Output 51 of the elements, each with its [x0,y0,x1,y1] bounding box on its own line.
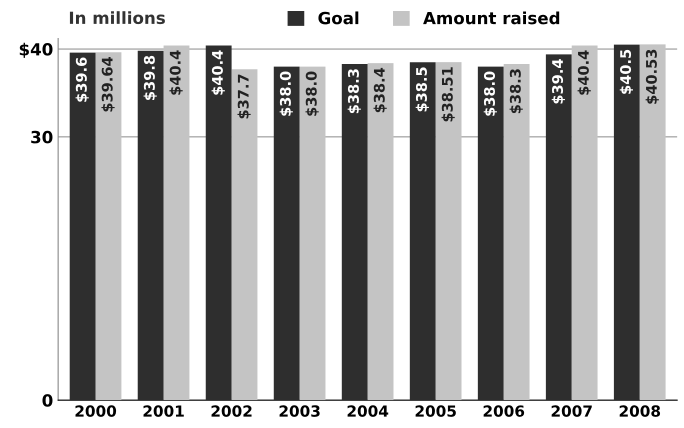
bar [164,46,190,400]
x-tick-label: 2004 [348,405,388,417]
x-tick-label: 2003 [280,405,320,417]
bar [96,52,122,400]
bar [70,52,96,400]
bar [614,44,640,400]
bar [342,64,368,400]
x-tick-label: 2005 [416,405,456,417]
y-tick-label: $40 [20,42,52,58]
data-label: $38.3 [348,69,361,114]
data-label: $40.4 [212,50,225,95]
bar [546,54,572,400]
data-label: $37.7 [237,74,251,118]
x-tick-label: 2007 [552,405,592,417]
bar [138,50,164,400]
data-label: $38.0 [484,71,497,116]
bar [478,66,504,400]
data-label: $40.53 [646,50,659,104]
x-tick-label: 2008 [620,405,660,417]
bar [572,46,598,400]
data-label: $39.8 [144,56,157,100]
x-tick-label: 2000 [76,405,116,417]
bar [232,69,258,400]
y-axis-title: In millions [70,11,165,24]
data-label: $38.3 [510,69,523,114]
bar [300,66,326,400]
bar [410,62,436,400]
data-label: $39.4 [552,59,565,104]
legend-label: Amount raised [423,11,560,24]
data-label: $38.4 [374,68,387,112]
data-label: $40.4 [578,50,591,95]
y-tick-label: 30 [31,130,52,144]
bar [640,44,666,400]
x-tick-label: 2006 [484,405,524,417]
bar [436,62,462,400]
data-label: $38.0 [305,71,319,116]
bar [504,64,530,400]
data-label: $40.4 [169,50,183,95]
y-tick-label: 0 [42,394,52,407]
bar [206,46,232,400]
data-label: $38.0 [280,71,293,116]
data-label: $38.5 [416,67,429,112]
data-label: $39.6 [76,58,89,102]
bar [368,63,394,400]
data-label: $40.5 [620,50,633,94]
bar [274,66,300,400]
x-tick-label: 2002 [212,405,252,417]
x-tick-label: 2001 [144,405,184,417]
legend-label: Goal [318,11,358,24]
data-label: $38.51 [442,67,455,122]
data-label: $39.64 [101,57,115,112]
